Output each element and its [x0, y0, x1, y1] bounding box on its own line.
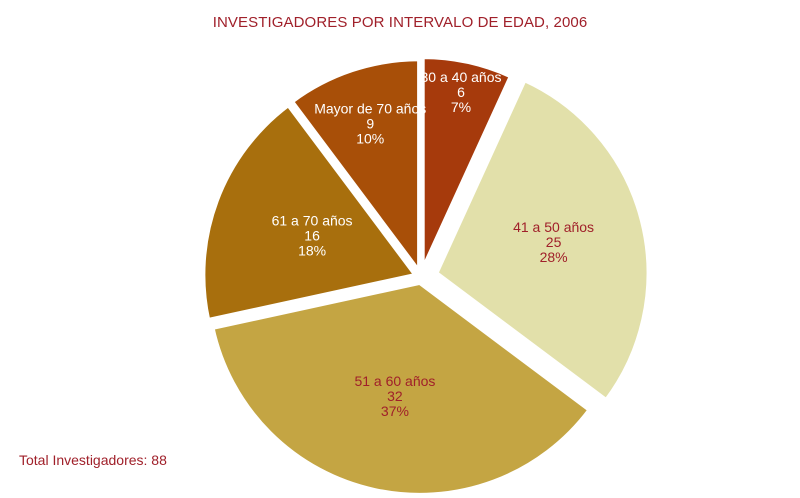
pie-slice — [434, 78, 651, 403]
chart-title: INVESTIGADORES POR INTERVALO DE EDAD, 20… — [212, 14, 588, 31]
pie-labels: 30 a 40 años 6 7% 41 a 50 años 25 28% 51 a 60 … — [272, 69, 594, 419]
slice-value: 32 — [387, 388, 403, 404]
slice-value: 6 — [457, 84, 465, 100]
slice-name: Mayor de 70 años — [314, 100, 426, 116]
slice-label: 30 a 40 años 6 7% — [421, 69, 502, 115]
pie-slice — [210, 280, 592, 497]
slice-percent: 28% — [540, 249, 568, 265]
slice-label: 61 a 70 años 16 18% — [272, 212, 353, 258]
slice-label: Mayor de 70 años 9 10% — [314, 100, 426, 146]
slice-value: 16 — [304, 227, 320, 243]
slice-value: 25 — [546, 234, 562, 250]
slice-percent: 18% — [298, 242, 326, 258]
slice-label: 41 a 50 años 25 28% — [513, 219, 594, 265]
total-investigators: Total Investigadores: 88 — [19, 452, 167, 468]
slice-name: 51 a 60 años — [354, 373, 435, 389]
slice-value: 9 — [366, 115, 374, 131]
slice-name: 41 a 50 años — [513, 219, 594, 235]
pie-slice — [420, 55, 513, 272]
slice-name: 61 a 70 años — [272, 212, 353, 228]
pie-slice — [290, 57, 422, 274]
slice-percent: 10% — [356, 130, 384, 146]
slice-percent: 37% — [381, 403, 409, 419]
slice-percent: 7% — [451, 99, 471, 115]
slice-name: 30 a 40 años — [421, 69, 502, 85]
pie-slices — [201, 55, 651, 497]
pie-slice — [201, 103, 418, 322]
slice-label: 51 a 60 años 32 37% — [354, 373, 435, 419]
